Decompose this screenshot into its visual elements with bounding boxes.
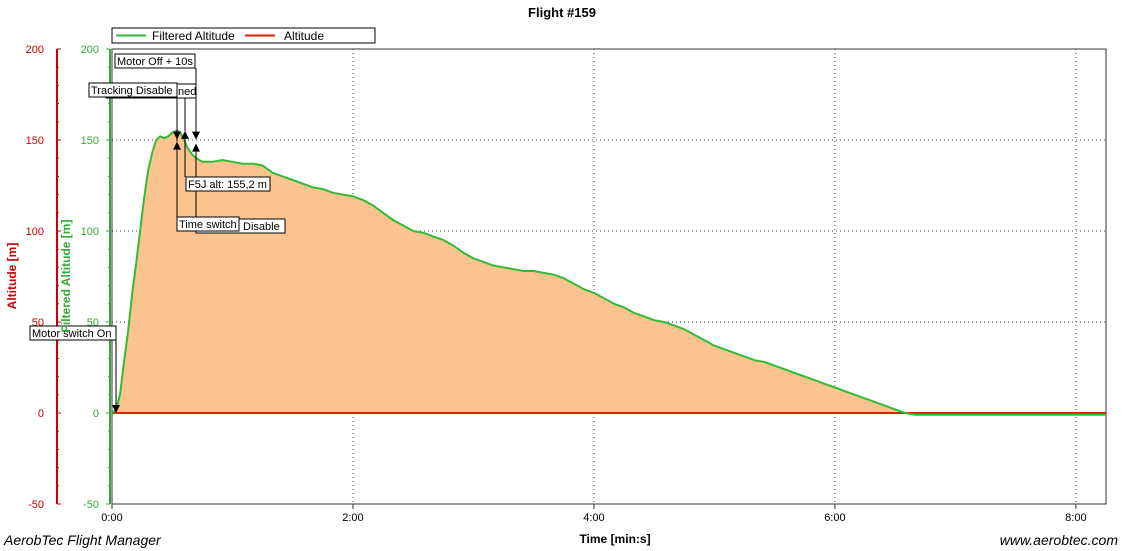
filtered-tick-label: 100	[81, 226, 99, 238]
chart-title: Flight #159	[528, 5, 596, 20]
annotation-tracking-disable: Tracking Disable	[91, 85, 173, 97]
annotation-tracking-disable-box	[88, 82, 178, 98]
filtered-tick-label: 0	[93, 408, 99, 420]
annotation-f5j-alt: F5J alt: 155,2 m	[188, 179, 267, 191]
area-layer	[112, 130, 1106, 415]
annotation-motor-off: Motor Off + 10s	[117, 56, 193, 68]
altitude-tick-label: 150	[26, 135, 44, 147]
disable-marker-arrow	[192, 143, 200, 152]
altitude-tick-label: -50	[28, 499, 44, 511]
altitude-area	[112, 130, 1106, 415]
x-tick-label: 6:00	[824, 512, 845, 524]
annotation-f5j-alt-box	[185, 176, 271, 192]
f5j-marker-arrow	[181, 130, 189, 139]
x-axis-label: Time [min:s]	[579, 532, 650, 546]
altitude-tick-label: 100	[26, 226, 44, 238]
filtered-tick-label: 150	[81, 135, 99, 147]
legend-label-altitude: Altitude	[284, 29, 324, 43]
motor-off-marker-arrow	[192, 131, 200, 140]
y-axis-label-altitude: Altitude [m]	[5, 243, 19, 310]
altitude-tick-label: 200	[26, 44, 44, 56]
x-tick-label: 8:00	[1065, 512, 1086, 524]
x-tick-label: 0:00	[101, 512, 122, 524]
x-tick-label: 4:00	[583, 512, 604, 524]
legend-label-filtered: Filtered Altitude	[152, 29, 235, 43]
filtered-tick-label: 200	[81, 44, 99, 56]
annotation-motor-switch-on-box	[29, 325, 117, 341]
annotation-motor-off-box	[114, 53, 196, 69]
annotation-time-switch-box	[176, 216, 240, 232]
altitude-tick-label: 0	[38, 408, 44, 420]
footer-website-link[interactable]: www.aerobtec.com	[999, 532, 1118, 548]
tracking-disable-marker-arrow	[173, 131, 181, 140]
time-switch-marker-arrow	[173, 141, 181, 150]
motor-on-marker-arrow	[112, 405, 121, 413]
annotation-ned: ned	[178, 86, 196, 98]
legend-box	[111, 27, 376, 44]
legend: Filtered Altitude Altitude	[111, 27, 376, 44]
annotation-disable: Disable	[243, 221, 280, 233]
footer-app-name: AerobTec Flight Manager	[4, 532, 161, 548]
annotations-layer: Motor switch On Motor Off + 10s ned Trackin…	[29, 53, 286, 413]
filtered-tick-label: -50	[83, 499, 99, 511]
y-axis-label-filtered: Filtered Altitude [m]	[59, 220, 73, 333]
annotation-time-switch: Time switch	[179, 219, 237, 231]
annotation-motor-switch-on: Motor switch On	[32, 328, 111, 340]
x-tick-label: 2:00	[342, 512, 363, 524]
